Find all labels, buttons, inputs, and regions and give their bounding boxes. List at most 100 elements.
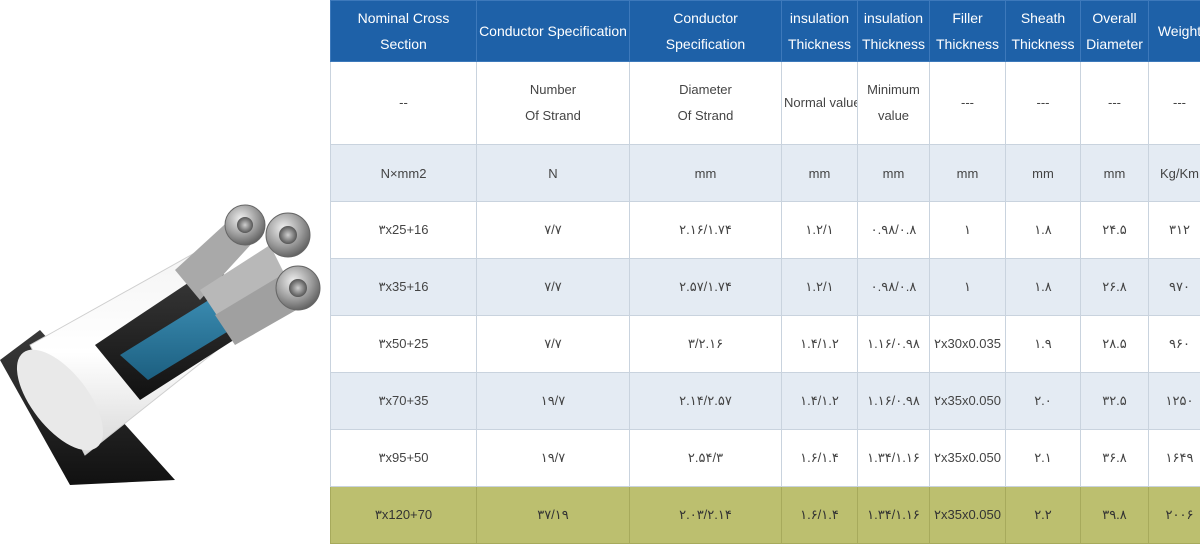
table-cell: ۲.۱۶/۱.۷۴ (629, 201, 782, 259)
table-cell: ۲.۱۴/۲.۵۷ (629, 372, 782, 430)
table-cell: ۲.۰ (1005, 372, 1081, 430)
table-cell: ۲x35x0.050 (929, 429, 1006, 487)
table-cell: ۳۹.۸ (1080, 486, 1149, 544)
description-cell-text: --- (961, 95, 974, 110)
table-cell: ۱.۲/۱ (781, 258, 858, 316)
header-cell-text: Nominal Cross Section (357, 10, 450, 52)
table-cell: ۲۰۰۶ (1148, 486, 1200, 544)
table-cell: ۱۹/۷ (476, 429, 630, 487)
table-cell: ۱.۴/۱.۲ (781, 315, 858, 373)
header-cell: insulation Thickness (857, 0, 930, 62)
unit-cell: mm (1005, 144, 1081, 202)
table-cell: ۱۲۵۰ (1148, 372, 1200, 430)
description-cell-text: Normal value (784, 95, 858, 110)
table-cell: ۷/۷ (476, 201, 630, 259)
header-cell: Sheath Thickness (1005, 0, 1081, 62)
header-cell-text: Overall (1092, 10, 1137, 26)
header-cell: Overall Diameter (1080, 0, 1149, 62)
unit-cell: N (476, 144, 630, 202)
table-body: -- Number Of Strand Diameter Of Strand Normal… (330, 61, 1200, 544)
table-cell: ۱.۸ (1005, 201, 1081, 259)
table-cell: ۳۲.۵ (1080, 372, 1149, 430)
table-cell: ۲۶.۸ (1080, 258, 1149, 316)
description-cell: --- (1080, 61, 1149, 145)
unit-cell: mm (1080, 144, 1149, 202)
header-cell-text: Conductor Specification (665, 10, 746, 52)
table-cell: ۲.۲ (1005, 486, 1081, 544)
table-cell: ۳x50+25 (330, 315, 477, 373)
table-cell: ۲.۵۷/۱.۷۴ (629, 258, 782, 316)
description-cell-text: value (877, 108, 910, 123)
unit-cell: mm (781, 144, 858, 202)
description-cell: Diameter Of Strand (629, 61, 782, 145)
table-cell: ۱.۶/۱.۴ (781, 429, 858, 487)
header-cell: Nominal Cross Section (330, 0, 477, 62)
table-cell: ۱.۳۴/۱.۱۶ (857, 486, 930, 544)
table-cell: ۱۹/۷ (476, 372, 630, 430)
table-cell: ۱.۳۴/۱.۱۶ (857, 429, 930, 487)
description-cell: --- (1148, 61, 1200, 145)
table-cell: ۱.۲/۱ (781, 201, 858, 259)
description-cell-text: --- (1173, 95, 1186, 110)
description-cell: --- (929, 61, 1006, 145)
table-cell: ۳x25+16 (330, 201, 477, 259)
table-cell: ۱.۱۶/۰.۹۸ (857, 372, 930, 430)
cable-cross-section-image (0, 204, 321, 485)
table-cell: ۲.۵۴/۳ (629, 429, 782, 487)
cable-specification-table-container: Nominal Cross Section Conductor Specifica… (330, 0, 1200, 544)
description-row: -- Number Of Strand Diameter Of Strand Normal… (330, 61, 1200, 145)
table-cell: ۱ (929, 258, 1006, 316)
description-cell-text: Of Strand (525, 108, 581, 123)
table-cell: ۱۶۴۹ (1148, 429, 1200, 487)
table-cell: ۲۴.۵ (1080, 201, 1149, 259)
description-cell-text: --- (1108, 95, 1121, 110)
table-row: ۳x50+25 ۷/۷ ۳/۲.۱۶ ۱.۴/۱.۲ ۱.۱۶/۰.۹۸ ۲x30x0.0… (330, 315, 1200, 373)
table-cell: ۲۸.۵ (1080, 315, 1149, 373)
table-header-row: Nominal Cross Section Conductor Specifica… (330, 0, 1200, 62)
description-cell-text: -- (399, 95, 408, 110)
table-row: ۳x35+16 ۷/۷ ۲.۵۷/۱.۷۴ ۱.۲/۱ ۰.۹۸/۰.۸ ۱ ۱.۸ ۲۶.۸… (330, 258, 1200, 316)
table-cell: ۰.۹۸/۰.۸ (857, 201, 930, 259)
table-cell: ۳x70+35 (330, 372, 477, 430)
description-cell: --- (1005, 61, 1081, 145)
table-cell: ۱ (929, 201, 1006, 259)
unit-cell: mm (857, 144, 930, 202)
description-cell-text: Diameter (679, 82, 732, 97)
table-cell: ۳x95+50 (330, 429, 477, 487)
table-cell: ۲x30x0.035 (929, 315, 1006, 373)
table-cell: ۳/۲.۱۶ (629, 315, 782, 373)
table-cell: ۹۶۰ (1148, 315, 1200, 373)
header-cell: Filler Thickness (929, 0, 1006, 62)
header-cell-text: Thickness (861, 36, 926, 52)
header-cell-text: Thickness (935, 36, 1000, 52)
table-cell: ۷/۷ (476, 258, 630, 316)
table-cell: ۱.۱۶/۰.۹۸ (857, 315, 930, 373)
table-row-highlighted: ۳x120+70 ۳۷/۱۹ ۲.۰۳/۲.۱۴ ۱.۶/۱.۴ ۱.۳۴/۱.۱۶ ۲x… (330, 486, 1200, 544)
description-cell: -- (330, 61, 477, 145)
table-cell: ۳x35+16 (330, 258, 477, 316)
header-cell-text: Thickness (1011, 36, 1075, 52)
table-cell: ۱.۴/۱.۲ (781, 372, 858, 430)
header-cell: insulation Thickness (781, 0, 858, 62)
table-cell: ۲x35x0.050 (929, 486, 1006, 544)
table-cell: ۹۷۰ (1148, 258, 1200, 316)
header-cell-text: insulation (863, 10, 924, 26)
table-cell: ۳x120+70 (330, 486, 477, 544)
table-cell: ۱.۸ (1005, 258, 1081, 316)
description-cell: Number Of Strand (476, 61, 630, 145)
table-row: ۳x25+16 ۷/۷ ۲.۱۶/۱.۷۴ ۱.۲/۱ ۰.۹۸/۰.۸ ۱ ۱.۸ ۲۴.۵… (330, 201, 1200, 259)
header-cell-text: insulation (789, 10, 850, 26)
description-cell-text: Of Strand (677, 108, 734, 123)
unit-cell: Kg/Km (1148, 144, 1200, 202)
header-cell: Weight (1148, 0, 1200, 62)
table-row: ۳x70+35 ۱۹/۷ ۲.۱۴/۲.۵۷ ۱.۴/۱.۲ ۱.۱۶/۰.۹۸ ۲x35… (330, 372, 1200, 430)
table-cell: ۱.۹ (1005, 315, 1081, 373)
header-cell-text: Sheath (1020, 10, 1066, 26)
header-cell: Conductor Specification (476, 0, 630, 62)
header-cell-text: Conductor Specification (479, 23, 627, 39)
description-cell-text: --- (1036, 95, 1050, 110)
table-cell: ۰.۹۸/۰.۸ (857, 258, 930, 316)
table-row: ۳x95+50 ۱۹/۷ ۲.۵۴/۳ ۱.۶/۱.۴ ۱.۳۴/۱.۱۶ ۲x35x0.… (330, 429, 1200, 487)
unit-cell: mm (929, 144, 1006, 202)
cable-illustration (0, 0, 330, 544)
